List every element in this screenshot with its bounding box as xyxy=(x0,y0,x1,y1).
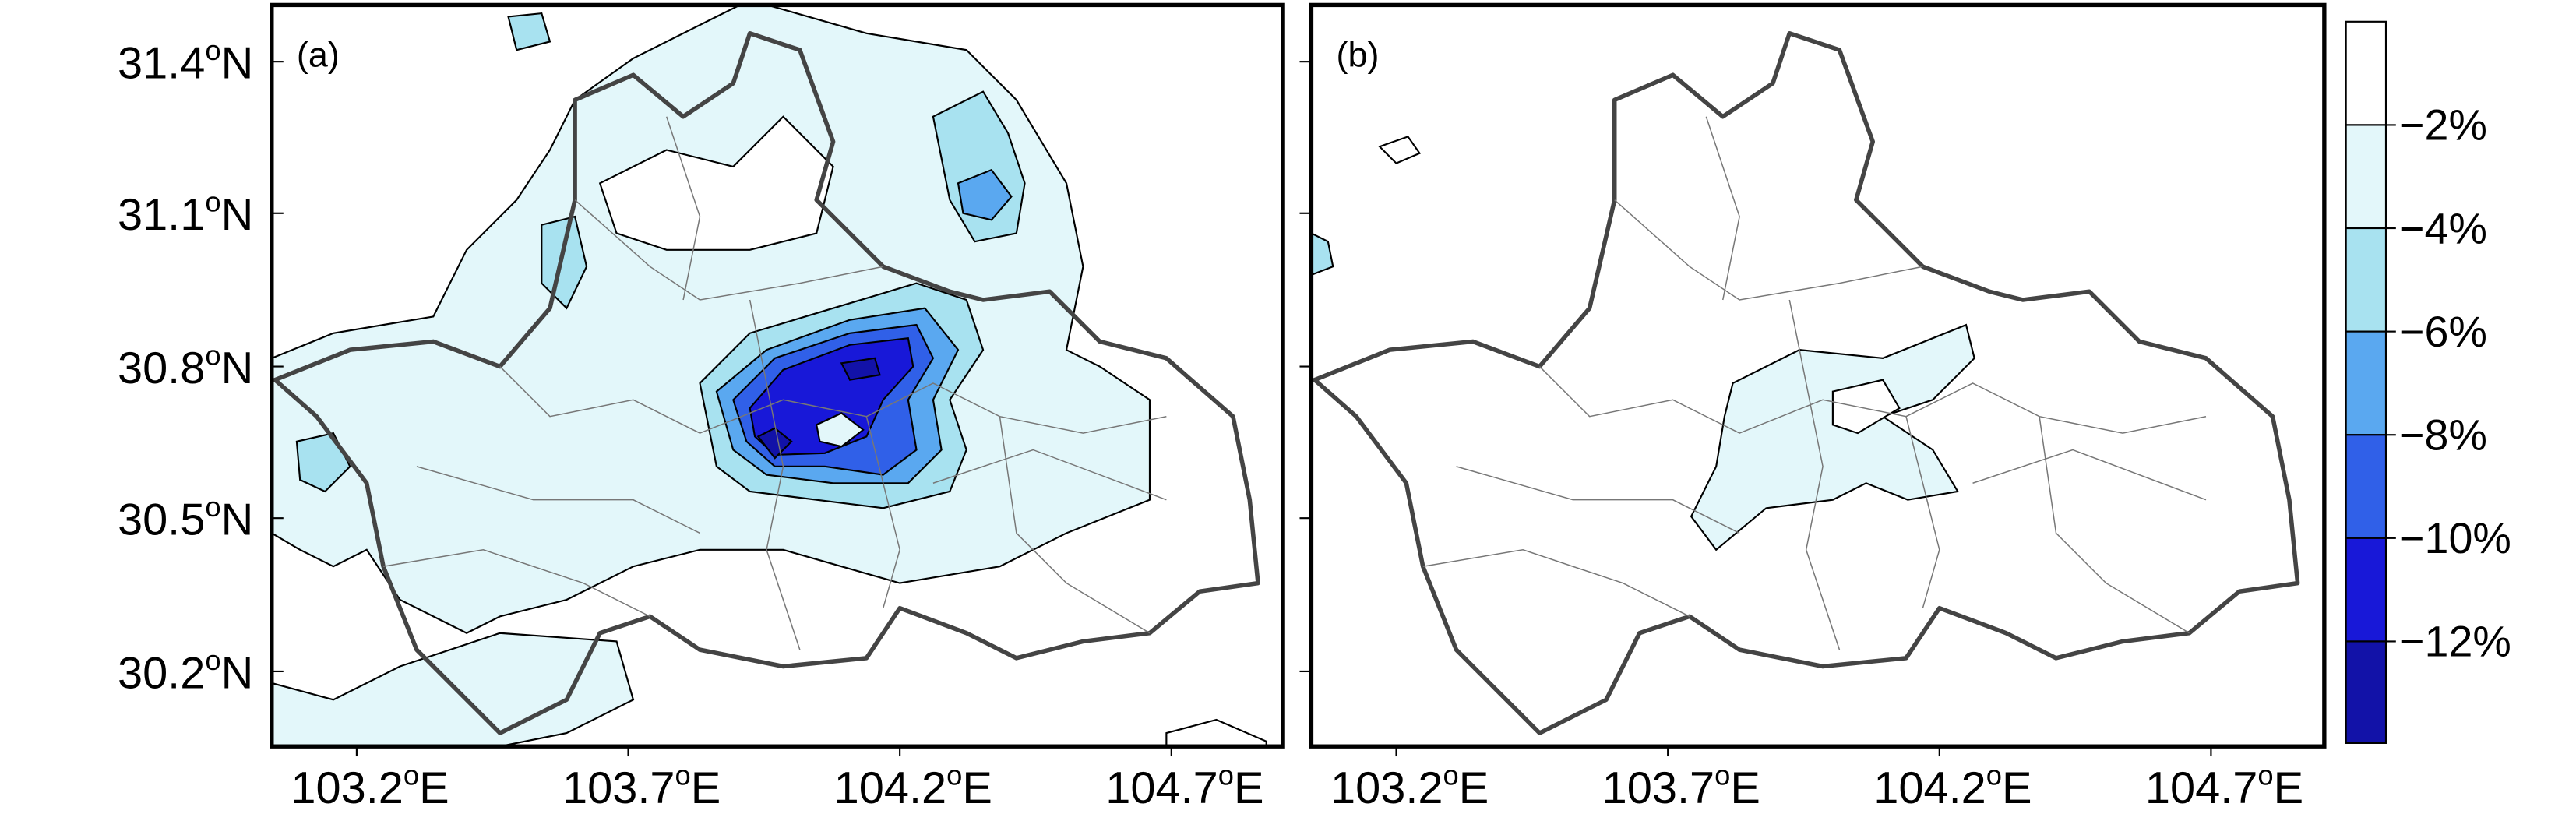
hemisphere: N xyxy=(221,648,254,698)
hemisphere: E xyxy=(691,763,721,813)
colorbar-label: −6% xyxy=(2399,308,2487,356)
tick-label: 31.4oN xyxy=(118,34,253,89)
tick-label: 104.2oE xyxy=(834,759,992,813)
degree-sign: o xyxy=(205,491,220,523)
hemisphere: E xyxy=(1234,763,1264,813)
tick-label: 104.2oE xyxy=(1873,759,2032,813)
panel-a: (a) xyxy=(270,2,1285,749)
degree-sign: o xyxy=(1714,759,1730,791)
tick-number: 30.8 xyxy=(118,344,205,393)
tick-label: 31.1oN xyxy=(118,186,253,241)
tick-number: 104.2 xyxy=(834,763,946,813)
colorbar-swatch xyxy=(2345,227,2387,333)
degree-sign: o xyxy=(205,34,220,66)
hemisphere: N xyxy=(221,495,254,545)
hemisphere: E xyxy=(1459,763,1489,813)
hemisphere: E xyxy=(2002,763,2032,813)
colorbar-swatch xyxy=(2345,434,2387,539)
hemisphere: E xyxy=(2274,763,2304,813)
tick-label: 104.7oE xyxy=(2145,759,2303,813)
colorbar-swatch xyxy=(2345,640,2387,744)
hemisphere: N xyxy=(221,344,254,393)
hemisphere: N xyxy=(221,39,254,89)
panel-label: (b) xyxy=(1337,35,1380,75)
degree-sign: o xyxy=(1218,759,1234,791)
degree-sign: o xyxy=(205,186,220,218)
hemisphere: E xyxy=(1730,763,1760,813)
colorbar-swatch xyxy=(2345,330,2387,436)
contours xyxy=(271,5,1267,747)
tick-number: 103.7 xyxy=(1602,763,1714,813)
tick-label: 103.7oE xyxy=(562,759,721,813)
panel-frame xyxy=(270,2,1285,749)
panel-frame xyxy=(1309,2,2327,749)
colorbar-swatch xyxy=(2345,124,2387,230)
colorbar-swatch xyxy=(2345,537,2387,643)
tick-number: 30.2 xyxy=(118,648,205,698)
degree-sign: o xyxy=(2257,759,2273,791)
degree-sign: o xyxy=(403,759,419,791)
colorbar-label: −2% xyxy=(2399,101,2487,150)
tick-number: 103.2 xyxy=(291,763,403,813)
tick-label: 30.5oN xyxy=(118,491,253,545)
tick-number: 30.5 xyxy=(118,495,205,545)
tick-number: 104.2 xyxy=(1873,763,1986,813)
tick-number: 31.4 xyxy=(118,39,205,89)
colorbar-labels: −2% −4% −6% −8% −10% −12% xyxy=(2385,101,2511,666)
tick-number: 104.7 xyxy=(2145,763,2257,813)
degree-sign: o xyxy=(205,339,220,371)
tick-number: 104.7 xyxy=(1105,763,1218,813)
tick-label: 103.7oE xyxy=(1602,759,1760,813)
contours xyxy=(1311,136,1975,551)
tick-label: 30.8oN xyxy=(118,339,253,393)
tick-label: 30.2oN xyxy=(118,644,253,699)
colorbar-label: −4% xyxy=(2399,204,2487,252)
degree-sign: o xyxy=(1986,759,2002,791)
tick-label: 103.2oE xyxy=(291,759,449,813)
hemisphere: N xyxy=(221,190,254,240)
panel-b: (b) xyxy=(1309,2,2327,749)
colorbar-label: −8% xyxy=(2399,410,2487,459)
tick-number: 103.2 xyxy=(1330,763,1443,813)
colorbar-swatch xyxy=(2345,20,2387,126)
tick-label: 103.2oE xyxy=(1330,759,1489,813)
colorbar-label: −10% xyxy=(2399,514,2511,562)
degree-sign: o xyxy=(946,759,962,791)
tick-number: 31.1 xyxy=(118,190,205,240)
hemisphere: E xyxy=(962,763,992,813)
hemisphere: E xyxy=(419,763,449,813)
degree-sign: o xyxy=(1443,759,1459,791)
panel-label: (a) xyxy=(297,35,340,75)
colorbar xyxy=(2345,20,2387,744)
degree-sign: o xyxy=(205,644,220,676)
colorbar-label: −12% xyxy=(2399,618,2511,666)
tick-number: 103.7 xyxy=(562,763,675,813)
tick-label: 104.7oE xyxy=(1105,759,1263,813)
degree-sign: o xyxy=(675,759,691,791)
